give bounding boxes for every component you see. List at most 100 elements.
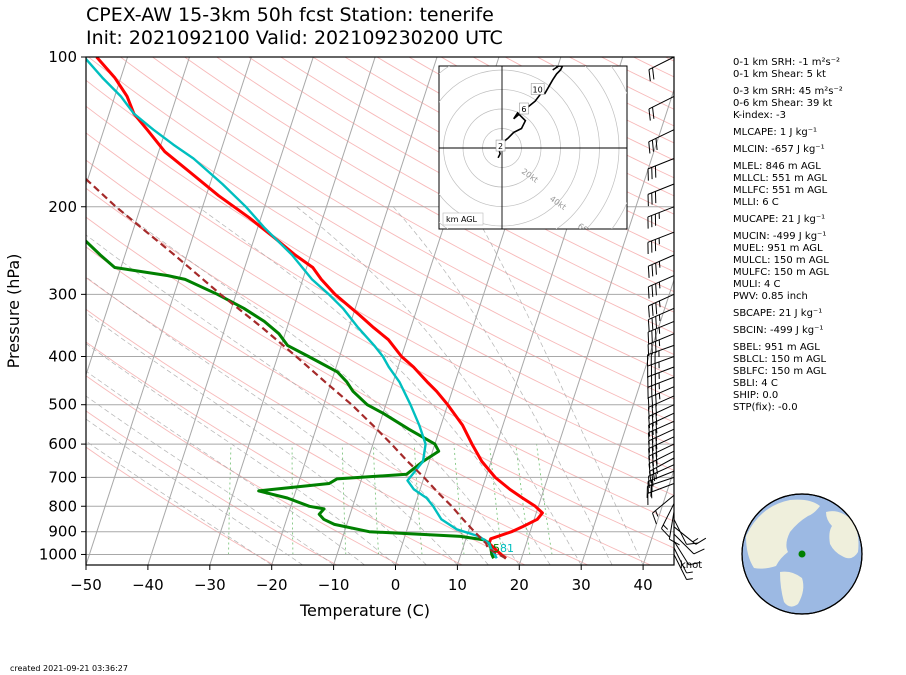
surface-dewpoint-label: 5 — [493, 542, 500, 555]
x-tick-label: 30 — [572, 576, 591, 594]
chart-title-line1: CPEX-AW 15-3km 50h fcst Station: tenerif… — [86, 4, 494, 26]
wind-barb — [647, 254, 675, 278]
dry-adiabat — [152, 57, 674, 355]
y-tick-label: 200 — [48, 198, 77, 216]
mixing-ratio-line — [489, 444, 503, 555]
hodograph-ring-label: 60kt — [576, 221, 596, 239]
param-line: MLLCL: 551 m AGL — [733, 173, 828, 184]
dry-adiabat — [86, 187, 674, 522]
wind-barb — [673, 554, 693, 581]
moist-adiabat — [115, 206, 520, 565]
y-tick-label: 400 — [48, 348, 77, 366]
wind-barb — [668, 511, 680, 546]
station-globe-map — [741, 493, 863, 615]
wetbulb-profile — [86, 57, 498, 559]
temperature-profile — [95, 57, 544, 560]
moist-adiabat — [86, 418, 303, 565]
isotherm — [86, 57, 129, 187]
moist-adiabat — [470, 206, 644, 565]
param-line: MULFC: 150 m AGL — [733, 267, 829, 278]
param-line: MLEL: 846 m AGL — [733, 161, 821, 172]
wind-barb — [661, 503, 675, 538]
dry-adiabat — [86, 341, 463, 565]
plot-frame — [85, 56, 675, 566]
y-tick-label: 300 — [48, 285, 77, 303]
param-line: SBLCL: 150 m AGL — [733, 354, 827, 365]
y-tick-label: 600 — [48, 435, 77, 453]
hodograph-label: km AGL — [446, 215, 478, 224]
x-tick-label: −30 — [194, 576, 226, 594]
isotherm — [209, 57, 376, 565]
param-line: MLLFC: 551 m AGL — [733, 185, 828, 196]
wind-barb — [647, 158, 675, 181]
wind-barb — [647, 333, 675, 357]
dry-adiabat — [86, 410, 337, 565]
param-line: 0-1 km SRH: -1 m²s⁻² — [733, 57, 840, 68]
dry-adiabat — [216, 57, 674, 313]
param-line: MUEL: 951 m AGL — [733, 243, 823, 254]
globe-outline — [741, 493, 863, 615]
y-tick-label: 800 — [48, 497, 77, 515]
parcel-profile — [86, 177, 507, 560]
wind-barb — [647, 275, 675, 299]
moist-adiabat — [86, 370, 365, 565]
y-tick-label: 100 — [48, 48, 77, 66]
x-tick-label: 20 — [510, 576, 529, 594]
wind-barb — [647, 356, 675, 378]
wind-barb — [652, 494, 675, 525]
y-tick-label: 700 — [48, 468, 77, 486]
chart-title-line2: Init: 2021092100 Valid: 202109230200 UTC — [86, 27, 503, 49]
dry-adiabat — [504, 57, 674, 144]
param-line: 0-1 km Shear: 5 kt — [733, 69, 826, 80]
wind-barb — [673, 547, 693, 574]
dry-adiabat — [86, 105, 674, 447]
wind-barb — [647, 183, 675, 207]
mixing-ratio-line — [536, 444, 553, 555]
parameter-panel: 0-1 km SRH: -1 m²s⁻² 0-1 km Shear: 5 kt 0-… — [733, 57, 843, 414]
wind-barbs — [646, 56, 707, 581]
dry-adiabat — [86, 308, 526, 565]
y-tick-label: 900 — [48, 523, 77, 541]
y-axis-label: Pressure (hPa) — [4, 254, 23, 369]
moist-adiabat — [296, 206, 582, 565]
dry-adiabat — [120, 57, 674, 378]
param-line: SBEL: 951 m AGL — [733, 342, 820, 353]
isotherm — [642, 468, 674, 565]
isotherm — [580, 278, 674, 565]
wind-barb — [648, 95, 675, 121]
profile-lines — [86, 57, 544, 560]
y-tick-label: 500 — [48, 396, 77, 414]
wind-barb — [647, 483, 675, 506]
moist-adiabat — [86, 234, 489, 565]
hodograph-height-label: 10 — [533, 86, 543, 95]
param-line: PWV: 0.85 inch — [733, 291, 808, 302]
dry-adiabat — [86, 446, 275, 565]
mixing-ratio-line — [453, 444, 465, 555]
param-line: SBCIN: -499 J kg⁻¹ — [733, 325, 824, 336]
wind-barb — [647, 320, 675, 344]
param-line: MUCAPE: 21 J kg⁻¹ — [733, 214, 826, 225]
x-tick-label: −10 — [318, 576, 350, 594]
dry-adiabat — [472, 57, 674, 161]
x-tick-label: −50 — [70, 576, 102, 594]
created-timestamp: created 2021-09-21 03:36:27 — [10, 664, 128, 673]
param-line: MLCAPE: 1 J kg⁻¹ — [733, 127, 818, 138]
param-line: MUCIN: -499 J kg⁻¹ — [733, 231, 827, 242]
param-line: 0-6 km Shear: 39 kt — [733, 98, 833, 109]
moist-adiabat — [392, 206, 613, 565]
mixing-ratio-line — [372, 444, 380, 555]
x-tick-label: −20 — [256, 576, 288, 594]
dry-adiabat — [184, 57, 674, 334]
moist-adiabat — [197, 206, 551, 565]
x-tick-label: 0 — [391, 576, 401, 594]
param-line: STP(fix): -0.0 — [733, 402, 798, 413]
dry-adiabat — [280, 57, 674, 273]
wind-barb — [648, 464, 675, 488]
axes: 5 81 −50 −40 −30 −20 −10 0 10 20 30 40 100 200 300 400 5… — [4, 48, 675, 620]
landmass-north-america — [746, 499, 820, 569]
dry-adiabat — [86, 277, 588, 565]
wind-barb — [673, 540, 701, 566]
station-marker — [798, 550, 806, 558]
mixing-ratio-line — [413, 444, 423, 555]
isotherm — [518, 88, 674, 565]
